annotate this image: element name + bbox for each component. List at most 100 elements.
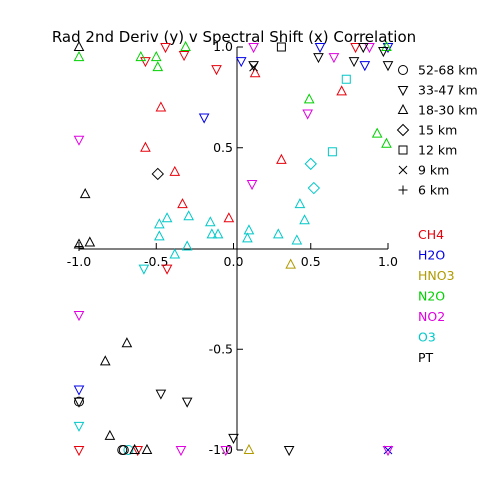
- data-point: [152, 61, 164, 72]
- data-point: [364, 43, 375, 54]
- data-point: [336, 85, 347, 96]
- data-point: [183, 210, 195, 221]
- data-point: [249, 67, 261, 78]
- data-point: [371, 127, 383, 138]
- data-points: [73, 40, 394, 457]
- legend-symbol-label: 52-68 km: [418, 63, 478, 78]
- data-point: [154, 218, 165, 229]
- data-point: [155, 101, 167, 112]
- legend-cross-icon: [398, 165, 408, 175]
- data-point: [177, 198, 188, 209]
- legend-color-label: PT: [418, 350, 434, 365]
- legend-circle-icon: [398, 65, 408, 75]
- legend-square-icon: [398, 145, 408, 155]
- legend-triangle-up-icon: [397, 103, 409, 114]
- legend-symbol-label: 9 km: [418, 163, 449, 178]
- legend-symbol-label: 18-30 km: [418, 103, 478, 118]
- data-point: [181, 397, 193, 408]
- legend-color-label: NO2: [418, 309, 445, 324]
- data-point: [181, 240, 193, 251]
- data-point: [150, 51, 162, 62]
- legend-color-label: CH4: [418, 227, 444, 242]
- data-point: [248, 43, 259, 54]
- data-point: [178, 51, 190, 62]
- data-point: [246, 180, 258, 191]
- data-point: [74, 396, 84, 407]
- legend-diamond-icon: [396, 123, 410, 137]
- data-point: [223, 212, 235, 223]
- series-ch4: [73, 43, 361, 457]
- data-point: [198, 113, 210, 124]
- y-tick-label: 1.0: [213, 39, 233, 54]
- data-point: [328, 53, 340, 64]
- data-point: [303, 93, 315, 104]
- data-point: [359, 61, 371, 72]
- data-point: [304, 157, 317, 171]
- data-point: [141, 443, 153, 454]
- data-point: [302, 109, 313, 120]
- data-point: [220, 446, 232, 457]
- data-point: [204, 216, 216, 227]
- data-point: [248, 61, 259, 72]
- legend-color-label: N2O: [418, 289, 445, 304]
- data-point: [132, 446, 144, 457]
- data-point: [243, 224, 255, 235]
- data-point: [294, 198, 306, 209]
- data-point: [249, 62, 258, 72]
- data-point: [73, 397, 85, 408]
- data-point: [151, 167, 165, 181]
- data-point: [180, 40, 191, 51]
- data-point: [79, 188, 91, 199]
- data-point: [169, 248, 181, 259]
- data-point: [276, 42, 286, 52]
- legend-plus-icon: [398, 185, 408, 195]
- data-point: [243, 443, 255, 454]
- data-point: [228, 433, 239, 444]
- data-point: [299, 214, 310, 225]
- data-point: [378, 47, 389, 58]
- y-tick-label: -1.0: [209, 442, 233, 457]
- data-point: [161, 212, 173, 223]
- data-point: [104, 429, 116, 440]
- data-point: [383, 445, 393, 455]
- data-point: [135, 51, 147, 62]
- y-tick-label: -0.5: [209, 341, 233, 356]
- chart-title: Rad 2nd Deriv (y) v Spectral Shift (x) C…: [52, 28, 416, 46]
- data-point: [285, 258, 296, 269]
- series-h2o: [73, 43, 394, 455]
- data-point: [73, 51, 85, 62]
- x-tick-label: 0.5: [301, 254, 321, 269]
- data-point: [74, 241, 84, 251]
- legend-symbol-label: 33-47 km: [418, 83, 478, 98]
- x-tick-label: -1.0: [67, 254, 91, 269]
- series-n2o: [73, 40, 392, 148]
- color-legend: CH4 H2O HNO3 N2O NO2 O3 PT: [418, 227, 455, 365]
- data-point: [242, 232, 253, 243]
- data-point: [73, 421, 85, 432]
- series-o3: [73, 74, 351, 455]
- data-point: [138, 264, 150, 275]
- axes: -1.0 -0.5 0.0 0.5 1.0-1.0-0.50.51.0: [67, 39, 398, 457]
- legend-triangle-down-icon: [397, 86, 409, 97]
- data-point: [175, 446, 187, 457]
- data-point: [73, 446, 85, 457]
- data-point: [348, 57, 360, 68]
- legend-symbol-label: 12 km: [418, 143, 457, 158]
- series-hno3: [243, 258, 296, 454]
- data-point: [140, 141, 151, 152]
- symbol-legend: 52-68 km 33-47 km 18-30 km 15 km 12 km 9 km 6 …: [396, 63, 478, 198]
- y-tick-label: 0.5: [213, 140, 233, 155]
- data-point: [327, 147, 337, 157]
- legend-symbol-label: 15 km: [418, 123, 457, 138]
- legend-color-label: O3: [418, 330, 436, 345]
- series-no2: [73, 43, 394, 457]
- data-point: [73, 385, 85, 396]
- data-point: [211, 65, 222, 76]
- data-point: [99, 355, 111, 366]
- x-tick-label: 0.0: [224, 254, 244, 269]
- data-point: [235, 57, 247, 68]
- data-point: [73, 135, 85, 146]
- data-point: [84, 236, 96, 247]
- data-point: [382, 61, 394, 72]
